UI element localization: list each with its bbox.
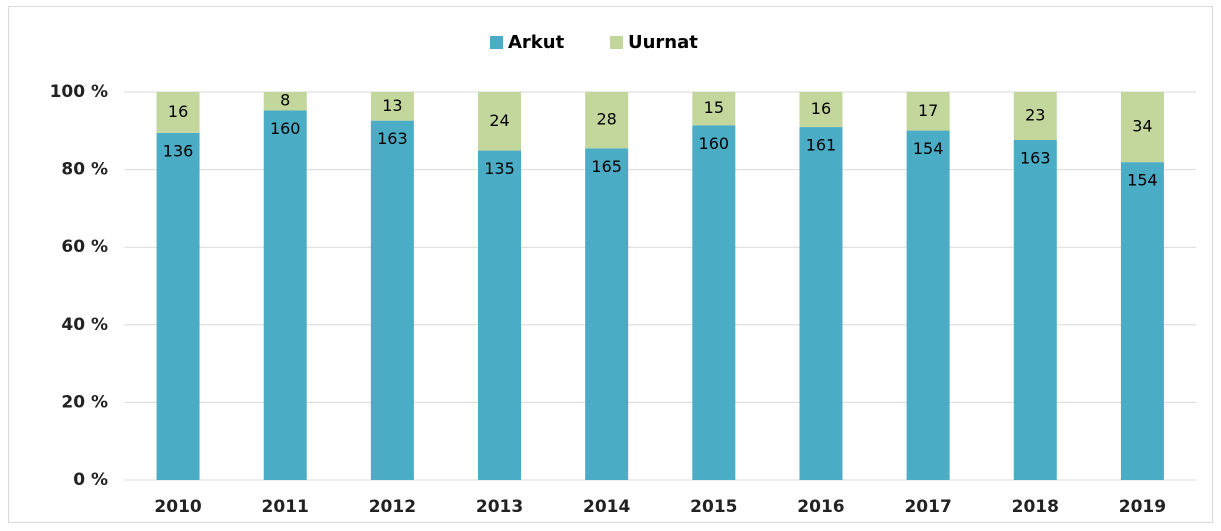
y-tick-label: 60 % [61,237,108,257]
data-label: 34 [1132,117,1152,136]
bar-segment [692,92,736,126]
bar-segment [906,92,950,131]
bar-segment [263,92,307,111]
data-label: 165 [591,157,622,176]
bar-segment [585,92,629,149]
data-label: 160 [270,119,301,138]
bar-segment [156,132,200,480]
y-tick-label: 80 % [61,160,108,180]
x-tick-label: 2013 [476,497,523,517]
y-tick-label: 100 % [50,82,108,102]
x-tick-label: 2012 [369,497,416,517]
x-tick-label: 2018 [1012,497,1059,517]
bar-segment [156,92,200,133]
data-label: 163 [1020,148,1051,167]
bar-segment [478,150,522,480]
legend-swatch [490,36,503,49]
data-label: 8 [280,91,290,110]
bar-segment [478,92,522,151]
bar-segment [1120,92,1164,163]
bar-segment [1013,139,1057,480]
x-tick-label: 2014 [583,497,630,517]
bar-segment [370,92,414,121]
legend-label: Arkut [508,32,565,53]
data-label: 17 [918,101,938,120]
data-label: 23 [1025,105,1045,124]
data-label: 135 [484,159,515,178]
x-tick-label: 2011 [262,497,309,517]
bar-segment [692,125,736,480]
bar-segment [799,92,843,128]
data-label: 154 [913,139,944,158]
y-tick-label: 20 % [61,392,108,412]
data-label: 160 [699,134,730,153]
data-label: 16 [811,99,831,118]
data-label: 154 [1127,171,1158,190]
x-tick-label: 2010 [154,497,201,517]
bar-segment [585,148,629,480]
data-label: 16 [168,102,188,121]
bar-segment [263,110,307,480]
legend-swatch [610,36,623,49]
data-label: 24 [489,111,509,130]
y-tick-label: 40 % [61,315,108,335]
x-tick-label: 2016 [797,497,844,517]
bar-segment [1120,162,1164,480]
data-label: 163 [377,129,408,148]
data-label: 13 [382,96,402,115]
data-label: 28 [596,110,616,129]
data-label: 15 [704,98,724,117]
bar-segment [906,130,950,480]
y-tick-label: 0 % [73,470,108,490]
data-label: 136 [163,141,194,160]
bar-segment [799,127,843,480]
data-label: 161 [806,136,837,155]
x-tick-label: 2019 [1119,497,1166,517]
bar-segment [370,120,414,480]
x-tick-label: 2015 [690,497,737,517]
bar-segment [1013,92,1057,140]
x-tick-label: 2017 [904,497,951,517]
legend-label: Uurnat [628,32,698,53]
